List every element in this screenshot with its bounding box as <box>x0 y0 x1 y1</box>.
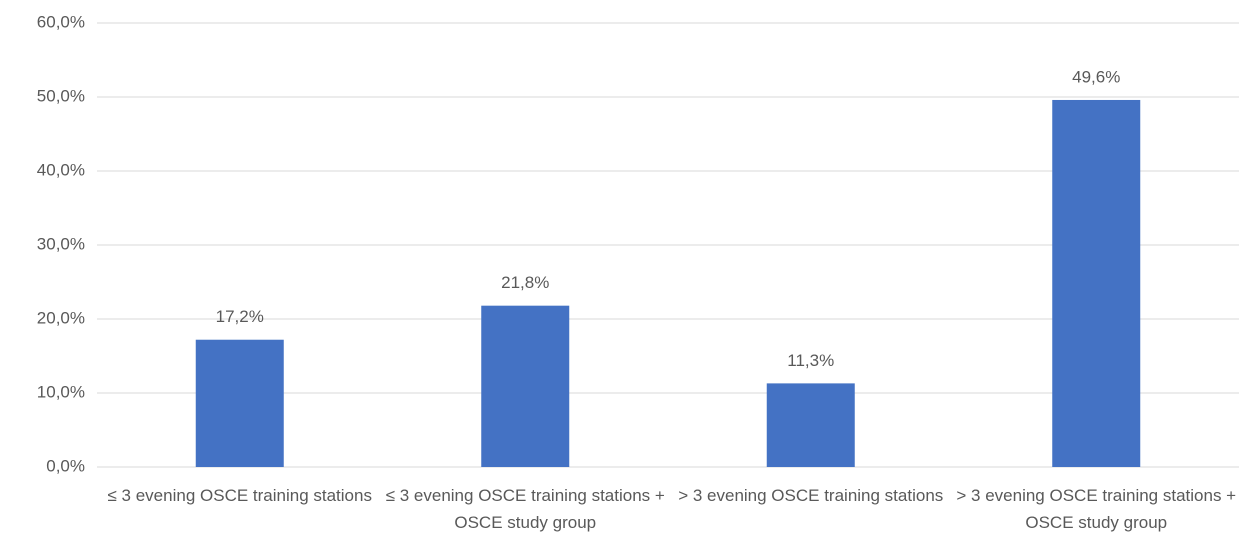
y-tick-label: 20,0% <box>37 308 85 327</box>
bar <box>766 383 855 467</box>
y-tick-label: 0,0% <box>46 456 85 475</box>
y-tick-label: 30,0% <box>37 234 85 253</box>
y-tick-label: 50,0% <box>37 86 85 105</box>
data-label: 21,8% <box>501 273 549 292</box>
y-tick-label: 60,0% <box>37 12 85 31</box>
data-label: 17,2% <box>216 307 264 326</box>
x-tick-label: ≤ 3 evening OSCE training stations + OSC… <box>385 486 665 532</box>
y-tick-label: 40,0% <box>37 160 85 179</box>
bar <box>1052 99 1141 468</box>
x-tick-label: ≤ 3 evening OSCE training stations <box>107 486 372 505</box>
bar <box>481 305 570 467</box>
y-tick-label: 10,0% <box>37 382 85 401</box>
x-tick-label: > 3 evening OSCE training stations <box>678 486 944 505</box>
data-label: 49,6% <box>1072 67 1120 86</box>
data-label: 11,3% <box>787 351 834 370</box>
bar <box>195 339 284 467</box>
x-tick-label: > 3 evening OSCE training stations + OSC… <box>956 486 1237 532</box>
